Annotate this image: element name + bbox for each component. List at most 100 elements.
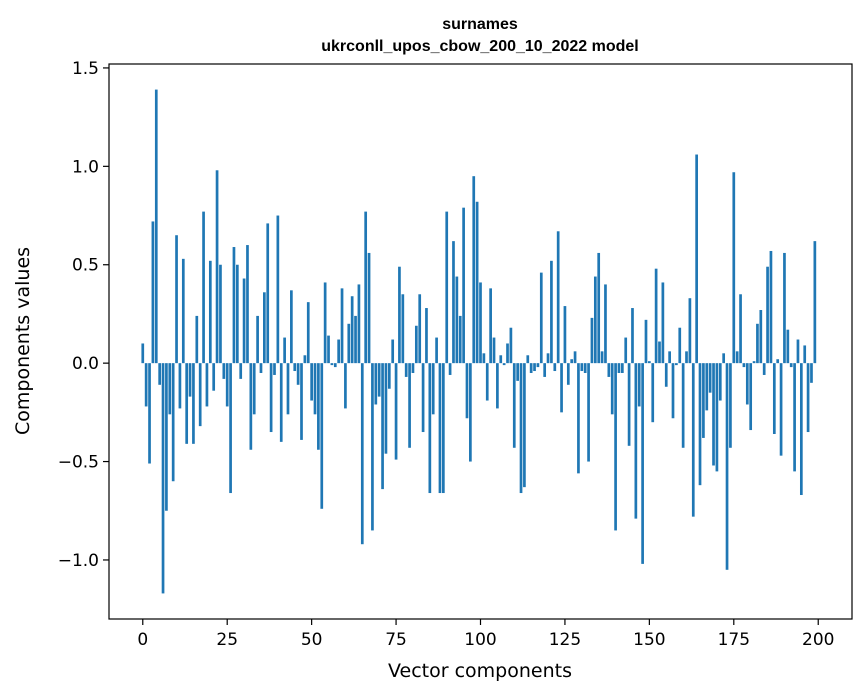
bar-component-198 (810, 363, 813, 383)
bar-component-166 (702, 363, 705, 438)
bar-component-45 (293, 363, 297, 372)
bar-component-88 (438, 363, 442, 494)
bar-component-120 (546, 353, 550, 364)
x-tick-label: 100 (464, 630, 496, 650)
bar-component-188 (776, 359, 780, 364)
y-tick-label: 0.0 (72, 354, 99, 374)
bar-component-147 (637, 363, 641, 407)
bar-component-84 (425, 308, 428, 364)
bar-component-142 (620, 363, 624, 373)
bar-component-8 (168, 363, 172, 415)
bar-component-1 (144, 363, 148, 407)
bar-component-44 (290, 290, 293, 364)
bar-component-37 (266, 223, 270, 364)
bar-component-95 (462, 207, 465, 364)
bar-component-112 (519, 363, 523, 494)
bar-component-75 (394, 363, 398, 460)
bar-component-68 (371, 363, 374, 531)
x-tick-label: 175 (718, 630, 750, 650)
bar-component-70 (377, 363, 381, 397)
bar-component-19 (205, 363, 209, 407)
bar-component-12 (181, 258, 185, 364)
bar-component-29 (239, 363, 243, 379)
bar-component-20 (208, 260, 212, 364)
bar-component-27 (232, 247, 236, 364)
bar-component-193 (793, 363, 796, 472)
bar-component-93 (455, 276, 459, 364)
bar-component-115 (529, 363, 533, 373)
bar-component-33 (252, 363, 256, 415)
bar-component-173 (725, 363, 729, 570)
bar-component-58 (337, 339, 340, 364)
bar-component-3 (151, 221, 155, 364)
chart-subtitle: ukrconll_upos_cbow_200_10_2022 model (321, 38, 638, 55)
bar-component-128 (573, 351, 577, 364)
bar-component-187 (772, 363, 776, 434)
bar-component-10 (175, 235, 178, 364)
bar-component-89 (442, 363, 445, 494)
x-tick-label: 200 (802, 630, 834, 650)
bar-component-148 (641, 363, 644, 564)
bar-component-51 (313, 363, 317, 415)
bar-component-140 (614, 363, 617, 531)
bar-component-5 (158, 363, 162, 385)
bar-component-72 (384, 363, 388, 454)
bar-component-143 (624, 337, 628, 364)
bar-component-47 (300, 363, 303, 440)
y-axis-ticks: −1.0 −0.5 0.0 0.5 1.0 1.5 (58, 59, 109, 571)
bar-component-177 (739, 294, 742, 364)
bar-component-71 (381, 363, 384, 490)
bar-component-162 (688, 298, 692, 364)
bar-component-172 (722, 353, 726, 364)
bar-component-24 (222, 363, 226, 379)
bar-component-185 (766, 266, 769, 364)
x-tick-label: 150 (633, 630, 665, 650)
bar-component-94 (458, 315, 462, 364)
bar-component-195 (799, 363, 803, 496)
bar-component-180 (749, 363, 753, 431)
bar-component-82 (418, 294, 422, 364)
bar-component-52 (317, 363, 320, 450)
bar-component-7 (165, 363, 168, 511)
bar-component-35 (259, 363, 263, 373)
bar-component-117 (536, 363, 540, 368)
bar-component-196 (803, 345, 807, 364)
bar-component-189 (779, 363, 783, 456)
plot-area (108, 63, 853, 620)
x-axis-label: Vector components (388, 660, 572, 682)
bar-component-22 (215, 170, 219, 364)
bar-component-186 (769, 250, 773, 364)
bar-component-78 (404, 363, 408, 377)
y-tick-label: 0.5 (72, 256, 99, 276)
bar-component-160 (681, 363, 685, 448)
bar-component-38 (269, 363, 273, 433)
bar-component-59 (340, 288, 344, 364)
bar-component-62 (350, 296, 354, 364)
bar-component-13 (185, 363, 189, 444)
bar-component-174 (729, 363, 732, 448)
bar-component-197 (806, 363, 810, 433)
bar-component-194 (796, 339, 800, 364)
bar-component-6 (161, 363, 165, 594)
bar-component-192 (789, 363, 793, 368)
y-tick-label: −0.5 (58, 453, 99, 473)
bar-component-80 (411, 363, 415, 373)
bar-component-86 (431, 363, 435, 415)
bar-component-138 (607, 363, 611, 377)
bar-component-60 (344, 363, 347, 409)
bar-component-99 (475, 201, 479, 364)
bar-component-181 (752, 361, 756, 364)
bar-component-116 (533, 363, 536, 372)
bar-component-83 (421, 363, 425, 433)
x-tick-label: 0 (137, 630, 148, 650)
bar-component-25 (225, 363, 229, 407)
bar-component-15 (192, 363, 195, 444)
x-tick-label: 50 (301, 630, 323, 650)
bar-component-66 (364, 211, 368, 364)
bar-component-0 (141, 343, 145, 364)
bar-component-134 (593, 276, 597, 364)
bar-component-179 (745, 363, 749, 405)
bar-component-106 (499, 355, 503, 364)
